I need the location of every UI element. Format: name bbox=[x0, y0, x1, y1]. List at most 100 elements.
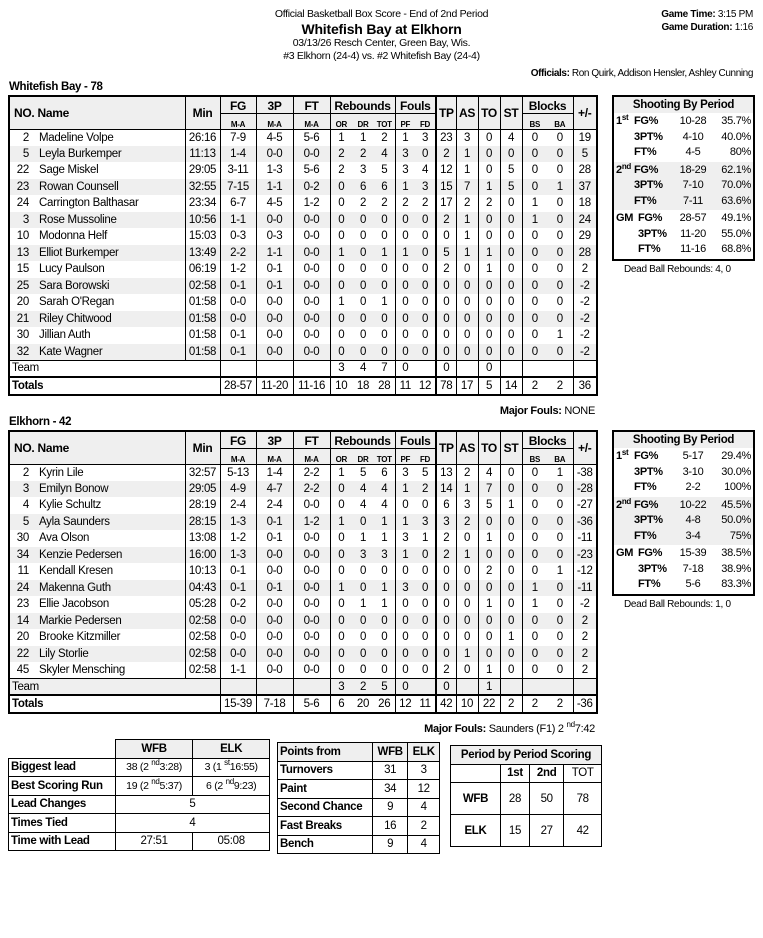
stat-cell: 0 bbox=[329, 530, 353, 547]
shooting-row: 3PT% 3-10 30.0% bbox=[614, 465, 753, 481]
stat-cell: 15 bbox=[435, 178, 457, 195]
shooting-pct: 30.0% bbox=[721, 465, 751, 478]
stat-cell: 3 bbox=[415, 513, 437, 530]
stat-cell: 17 bbox=[455, 375, 479, 395]
stat-cell: 5 bbox=[499, 162, 523, 179]
player-name: Sage Miskel bbox=[39, 164, 99, 177]
col-fouls: Fouls bbox=[394, 431, 437, 448]
totals-row: Totals 15-39 7-18 5-6 6 20 26 12 11 42 10 22 2 2 2 -36 bbox=[9, 694, 598, 713]
shooting-pct: 100% bbox=[724, 481, 751, 493]
shooting-period-group: 2nd FG% 18-29 62.1% 3PT% 7-10 70.0% FT% 7-11 63.6… bbox=[614, 161, 753, 210]
time-with-lead-label: Time with Lead bbox=[8, 831, 116, 851]
shooting-title: Shooting By Period bbox=[614, 97, 753, 113]
stat-cell: 0-0 bbox=[292, 579, 331, 596]
col-2nd: 2nd bbox=[528, 763, 565, 783]
stat-cell: 0 bbox=[477, 579, 501, 596]
stat-cell: 0 bbox=[352, 612, 375, 629]
player-row: 24 Makenna Guth 04:43 0-1 0-1 0-0 1 0 1 3 0 0 0 0 0 1 0-… bbox=[9, 579, 598, 596]
stat-cell: 1 bbox=[421, 532, 429, 545]
shooting-pct: 55.0% bbox=[721, 227, 751, 240]
stat-cell: 7-18 bbox=[255, 694, 294, 713]
stat-cell: 0-0 bbox=[292, 228, 331, 245]
shooting-pct: 38.5% bbox=[721, 547, 751, 559]
stat-cell: 0-1 bbox=[219, 343, 257, 360]
player-row: 3 Rose Mussoline 10:56 1-1 0-0 0-0 0 0 0 0 0 2 1 0 0 1 0… bbox=[9, 211, 598, 228]
stat-cell: 0 bbox=[521, 645, 548, 662]
stat-cell: 3 bbox=[394, 464, 416, 481]
stat-cell: 0 bbox=[329, 310, 353, 327]
stat-cell: 0 bbox=[381, 263, 388, 276]
player-number: 32 bbox=[9, 343, 35, 360]
shooting-stat: FG% bbox=[634, 163, 659, 176]
stat-cell: 0 bbox=[352, 310, 375, 327]
stat-cell: 0 bbox=[374, 211, 396, 228]
stat-cell: 0 bbox=[556, 263, 563, 276]
stat-cell: 32:57 bbox=[184, 464, 221, 481]
stat-cell: 5 bbox=[499, 178, 523, 195]
stat-cell: 36 bbox=[572, 375, 598, 395]
player-number: 22 bbox=[9, 645, 35, 662]
stat-cell: 0 bbox=[415, 211, 437, 228]
stat-cell: 1 bbox=[477, 244, 501, 261]
shooting-pct: 83.3% bbox=[721, 578, 751, 590]
col-ft: FT bbox=[292, 431, 331, 448]
stat-cell: 37 bbox=[572, 178, 598, 195]
shooting-ma: 11-20 bbox=[680, 227, 706, 240]
stat-cell: 0-0 bbox=[255, 546, 294, 563]
stat-cell: 1-4 bbox=[255, 464, 294, 481]
venue: 03/13/26 Resch Center, Green Bay, Wis. bbox=[292, 37, 471, 49]
stat-cell: 0 bbox=[477, 228, 501, 245]
stat-cell: 0 bbox=[547, 480, 574, 497]
period-label: GM bbox=[616, 212, 634, 224]
stat-cell: 0 bbox=[499, 145, 523, 162]
shooting-row: 3PT% 7-10 70.0% bbox=[614, 178, 753, 194]
stat-cell: 0 bbox=[521, 464, 548, 481]
player-name: Elliot Burkemper bbox=[35, 244, 186, 261]
stat-cell: 0 bbox=[394, 359, 416, 377]
stat-cell: 0 bbox=[435, 310, 457, 327]
period-label: 1st bbox=[616, 448, 629, 463]
stat-cell: 0 bbox=[415, 546, 437, 563]
stat-cell: 0 bbox=[415, 277, 437, 294]
period-scoring-row: ELK 15 27 42 bbox=[450, 814, 602, 847]
officials-label: Officials: bbox=[530, 68, 570, 79]
stat-cell: 0-0 bbox=[219, 294, 257, 311]
stat-cell: 0 bbox=[499, 546, 523, 563]
shooting-row: 3PT% 4-10 40.0% bbox=[614, 130, 753, 146]
period-label bbox=[614, 227, 636, 243]
stat-cell: 1 bbox=[455, 162, 479, 179]
stat-cell: 0 bbox=[455, 294, 479, 311]
stat-cell: 0 bbox=[415, 579, 437, 596]
stat-cell: 1 bbox=[381, 296, 388, 309]
stat-cell: 0-1 bbox=[255, 530, 294, 547]
stat-cell: 2 bbox=[381, 197, 388, 210]
stat-cell: 14 bbox=[435, 480, 457, 497]
stat-cell: 1 bbox=[329, 129, 353, 146]
period-score: 15 bbox=[500, 814, 530, 847]
major-fouls: Major Fouls: Saunders (F1) 2 nd7:42 bbox=[424, 721, 595, 736]
stat-cell: 0-0 bbox=[292, 629, 331, 646]
player-number: 15 bbox=[16, 263, 30, 276]
stat-cell: 3-11 bbox=[219, 162, 257, 179]
dead-ball-rebounds: Dead Ball Rebounds: 4, 0 bbox=[624, 264, 731, 275]
stat-cell: 0 bbox=[394, 645, 416, 662]
stat-cell bbox=[499, 359, 523, 377]
stat-cell: 0-2 bbox=[219, 596, 257, 613]
period-score: 42 bbox=[563, 814, 602, 847]
shooting-pct: 70.0% bbox=[721, 179, 751, 191]
shooting-stat: 3PT% bbox=[634, 179, 663, 191]
stat-cell: 6 bbox=[329, 694, 353, 713]
stat-cell: 0 bbox=[521, 612, 548, 629]
stat-cell: 0 bbox=[359, 565, 367, 578]
stat-cell: 0 bbox=[499, 513, 523, 530]
col-plus-minus: +/- bbox=[572, 431, 598, 464]
player-name: Ava Olson bbox=[39, 532, 90, 545]
stat-cell: 0 bbox=[521, 662, 548, 679]
stat-cell: 2 bbox=[415, 480, 437, 497]
col-bs: BS bbox=[521, 113, 548, 129]
stat-cell: 0 bbox=[477, 162, 501, 179]
stat-cell: 4 bbox=[374, 480, 396, 497]
report-subtitle: Official Basketball Box Score - End of 2… bbox=[274, 8, 489, 20]
stat-cell: 0 bbox=[435, 596, 457, 613]
stat-cell: 14 bbox=[499, 375, 523, 395]
